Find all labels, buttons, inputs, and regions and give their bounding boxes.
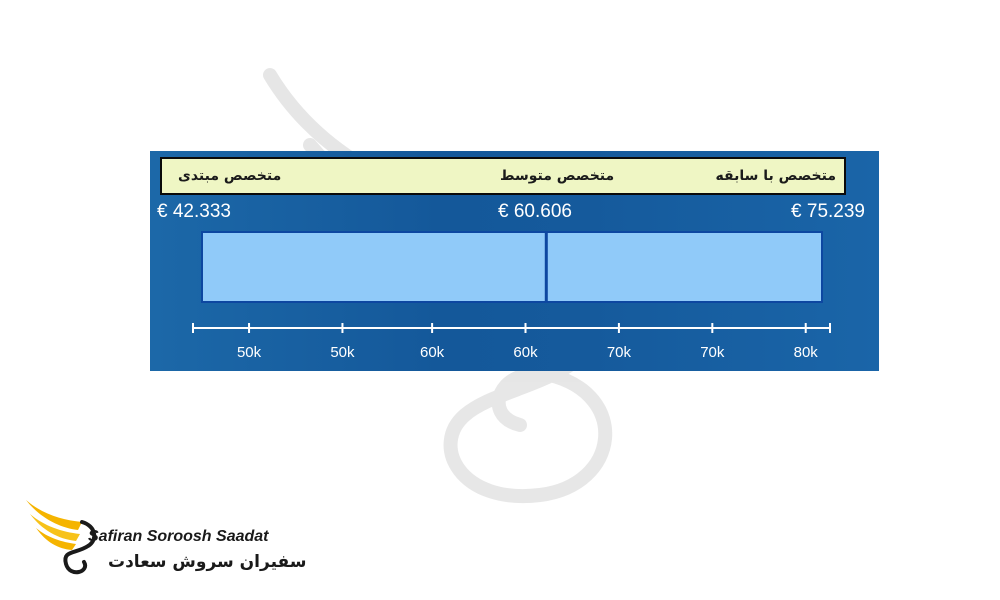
entry-level-label: متخصص مبتدی — [178, 168, 282, 184]
salary-range-band — [201, 231, 823, 303]
x-axis-tick-label: 80k — [794, 344, 819, 361]
senior-level-label: متخصص با سابقه — [715, 168, 836, 184]
experience-level-header: متخصص مبتدی متخصص متوسط متخصص با سابقه — [160, 157, 846, 195]
entry-level-salary: € 42.333 — [157, 201, 231, 222]
x-axis-tick-label: 50k — [330, 344, 355, 361]
salary-chart-panel: متخصص مبتدی متخصص متوسط متخصص با سابقه €… — [150, 151, 879, 371]
salary-range-chart: 50k 50k 60k 60k 70k 70k 80k — [192, 231, 831, 361]
logo-name-persian: سفیران سروش سعادت — [108, 552, 307, 572]
logo-name-english: Safiran Soroosh Saadat — [88, 528, 269, 545]
company-logo: Safiran Soroosh Saadat سفیران سروش سعادت — [22, 492, 306, 582]
x-axis-tick-label: 50k — [237, 344, 262, 361]
x-axis-tick-label: 70k — [700, 344, 725, 361]
senior-level-salary: € 75.239 — [791, 201, 865, 222]
x-axis-tick-label: 70k — [607, 344, 632, 361]
mid-level-label: متخصص متوسط — [500, 168, 615, 184]
median-salary: € 60.606 — [498, 201, 572, 222]
wing-logo-icon — [26, 500, 97, 575]
x-axis-tick-label: 60k — [513, 344, 538, 361]
x-axis-tick-label: 60k — [420, 344, 445, 361]
